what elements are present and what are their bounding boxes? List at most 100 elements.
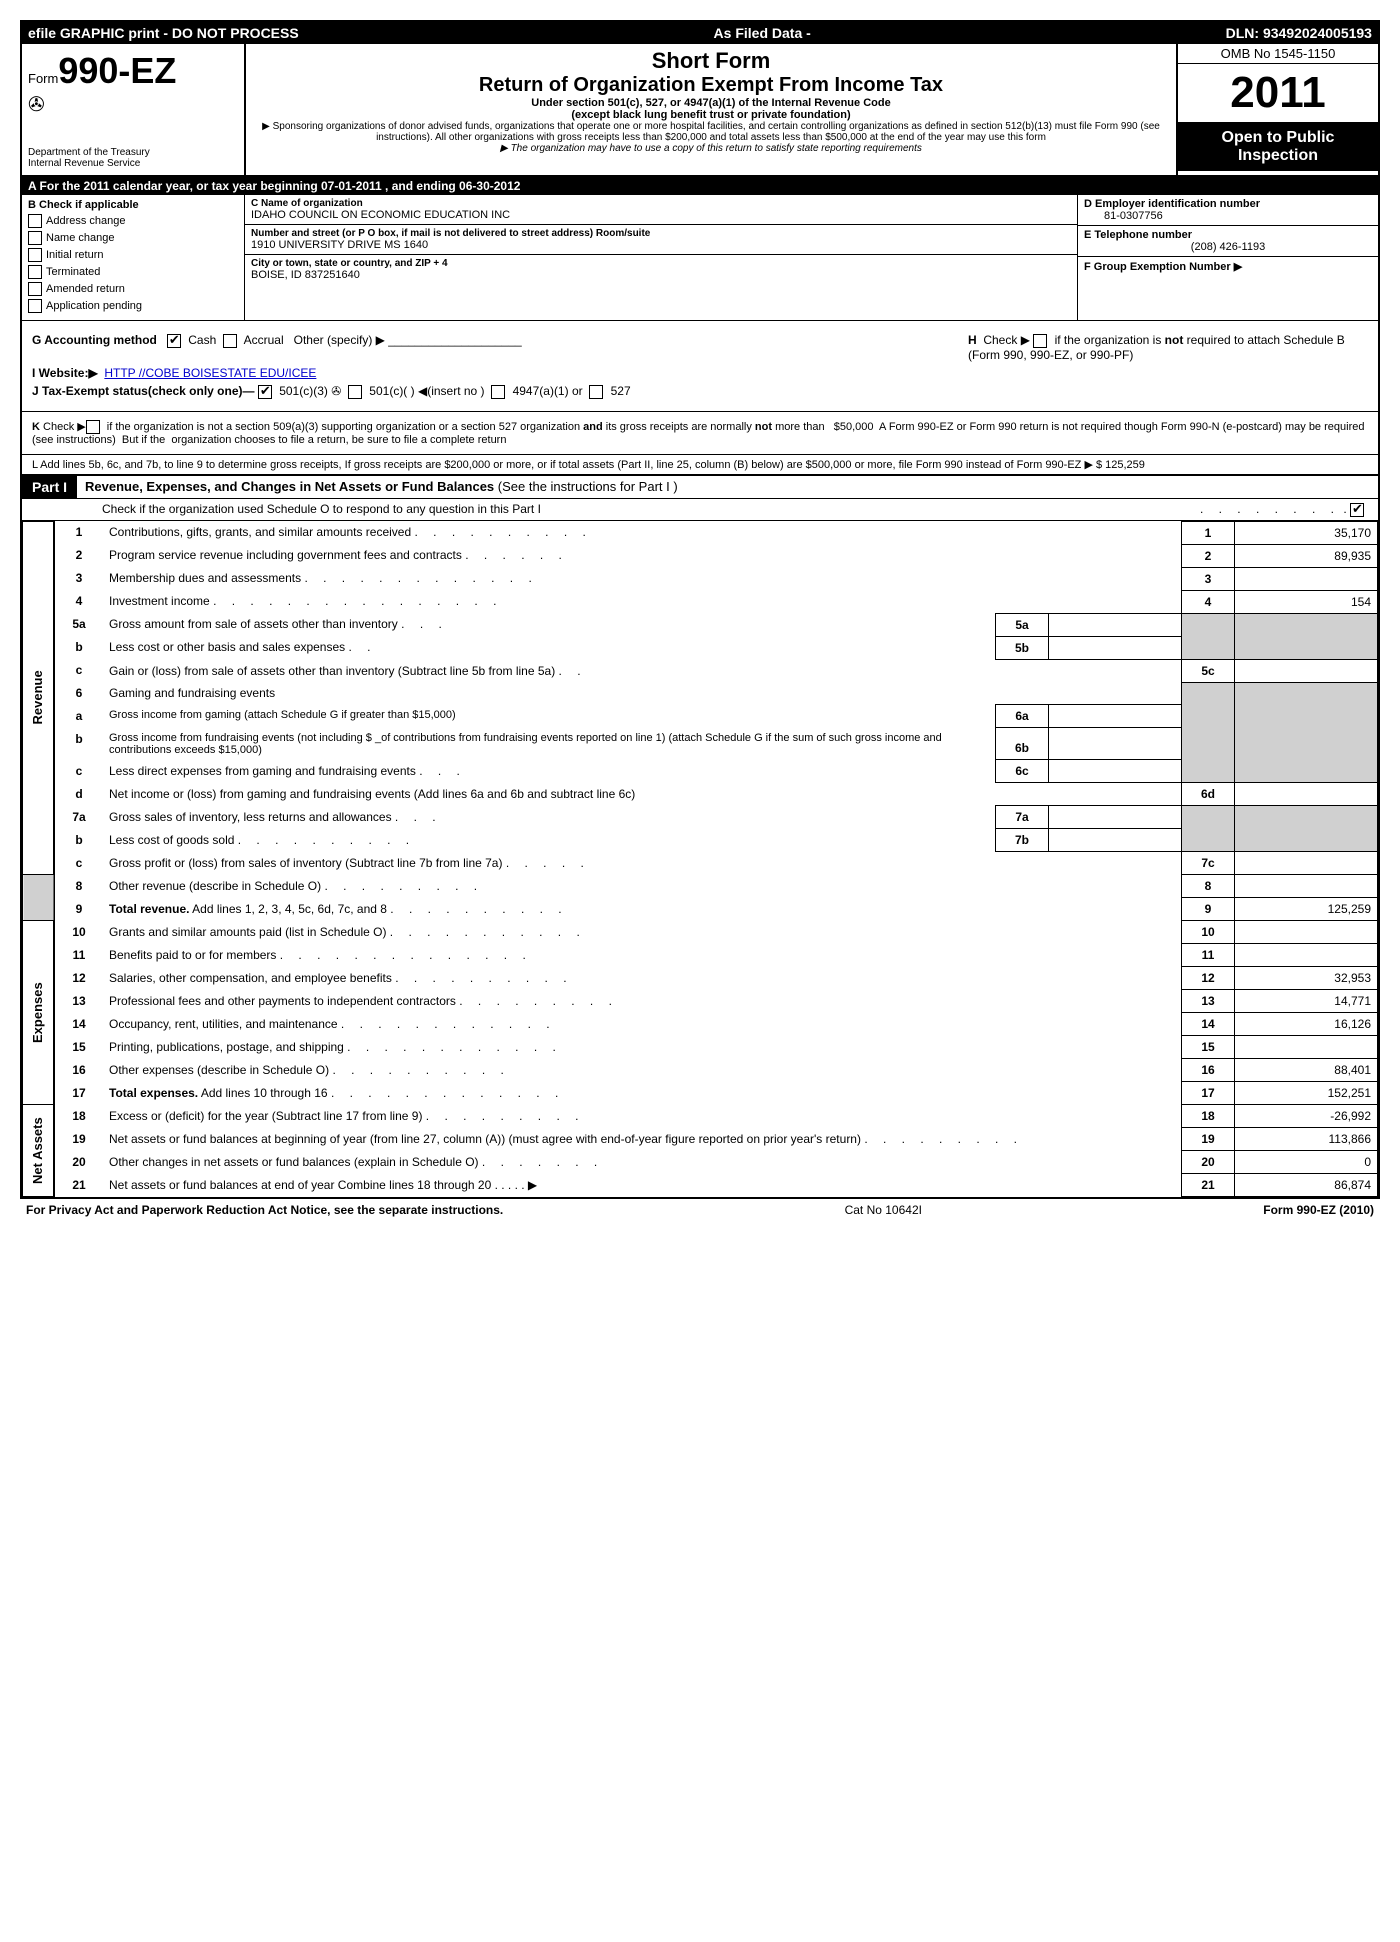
dept-treasury: Department of the Treasury — [28, 147, 238, 158]
line-4-value: 154 — [1235, 590, 1378, 613]
fine-print-2: ▶ The organization may have to use a cop… — [254, 143, 1168, 154]
column-c: C Name of organization IDAHO COUNCIL ON … — [245, 195, 1077, 320]
line-7b-value — [1049, 829, 1182, 852]
as-filed: As Filed Data - — [714, 25, 811, 41]
line-6b-value — [1049, 728, 1182, 760]
revenue-side-label: Revenue — [23, 521, 55, 875]
website-link[interactable]: HTTP //COBE BOISESTATE EDU/ICEE — [104, 366, 316, 380]
part-1-table: Revenue 1 Contributions, gifts, grants, … — [22, 521, 1378, 1198]
line-18-value: -26,992 — [1235, 1105, 1378, 1128]
checkbox-cash[interactable] — [167, 334, 181, 348]
website-label: I Website:▶ — [32, 366, 98, 380]
org-name-label: C Name of organization — [251, 198, 1071, 209]
checkbox-terminated[interactable] — [28, 265, 42, 279]
header-right: OMB No 1545-1150 2011 Open to Public Ins… — [1176, 44, 1378, 175]
column-d-e-f: D Employer identification number 81-0307… — [1077, 195, 1378, 320]
line-1-value: 35,170 — [1235, 521, 1378, 544]
org-name: IDAHO COUNCIL ON ECONOMIC EDUCATION INC — [251, 209, 1071, 221]
addr-label: Number and street (or P O box, if mail i… — [251, 228, 1071, 239]
checkbox-initial-return[interactable] — [28, 248, 42, 262]
header: Form990-EZ ✇ Department of the Treasury … — [22, 44, 1378, 177]
form-prefix: Form — [28, 71, 58, 86]
fine-print-1: ▶ Sponsoring organizations of donor advi… — [254, 121, 1168, 143]
row-a-tax-year: A For the 2011 calendar year, or tax yea… — [22, 177, 1378, 195]
checkbox-4947[interactable] — [491, 385, 505, 399]
short-form-title: Short Form — [254, 48, 1168, 74]
header-left: Form990-EZ ✇ Department of the Treasury … — [22, 44, 246, 175]
section-b-through-f: B Check if applicable Address change Nam… — [22, 195, 1378, 321]
line-7c-value — [1235, 852, 1378, 875]
line-14-value: 16,126 — [1235, 1013, 1378, 1036]
cat-number: Cat No 10642I — [845, 1203, 922, 1217]
line-11-value — [1235, 944, 1378, 967]
phone-value: (208) 426-1193 — [1084, 241, 1372, 253]
line-9-value: 125,259 — [1235, 898, 1378, 921]
checkbox-527[interactable] — [589, 385, 603, 399]
line-8-value — [1235, 875, 1378, 898]
checkbox-name-change[interactable] — [28, 231, 42, 245]
line-5c-value — [1235, 659, 1378, 682]
checkbox-schedule-o-p1[interactable] — [1350, 503, 1364, 517]
line-6a-value — [1049, 705, 1182, 728]
checkbox-pending[interactable] — [28, 299, 42, 313]
accounting-label: G Accounting method — [32, 333, 157, 347]
line-7a-value — [1049, 806, 1182, 829]
top-bar: efile GRAPHIC print - DO NOT PROCESS As … — [22, 22, 1378, 44]
line-17-value: 152,251 — [1235, 1082, 1378, 1105]
form-number: 990-EZ — [58, 50, 176, 91]
col-b-title: B Check if applicable — [28, 199, 238, 211]
line-16-value: 88,401 — [1235, 1059, 1378, 1082]
line-2-value: 89,935 — [1235, 544, 1378, 567]
line-5b-value — [1049, 636, 1182, 659]
city-state-zip: BOISE, ID 837251640 — [251, 269, 1071, 281]
expenses-side-label: Expenses — [23, 921, 55, 1105]
section-l: L Add lines 5b, 6c, and 7b, to line 9 to… — [22, 455, 1378, 474]
line-5a-value — [1049, 613, 1182, 636]
checkbox-accrual[interactable] — [223, 334, 237, 348]
line-21-value: 86,874 — [1235, 1174, 1378, 1197]
checkbox-k[interactable] — [86, 420, 100, 434]
line-3-value — [1235, 567, 1378, 590]
inspection: Inspection — [1238, 147, 1318, 164]
checkbox-schedule-b[interactable] — [1033, 334, 1047, 348]
ein-value: 81-0307756 — [1084, 210, 1372, 222]
line-19-value: 113,866 — [1235, 1128, 1378, 1151]
main-title: Return of Organization Exempt From Incom… — [254, 74, 1168, 97]
page-footer: For Privacy Act and Paperwork Reduction … — [20, 1199, 1380, 1221]
ein-label: D Employer identification number — [1084, 198, 1372, 210]
form-990ez: efile GRAPHIC print - DO NOT PROCESS As … — [20, 20, 1380, 1199]
privacy-notice: For Privacy Act and Paperwork Reduction … — [26, 1203, 503, 1217]
irs: Internal Revenue Service — [28, 158, 238, 169]
group-exemption-label: F Group Exemption Number ▶ — [1084, 260, 1372, 273]
section-k: K Check ▶ if the organization is not a s… — [22, 412, 1378, 455]
line-12-value: 32,953 — [1235, 967, 1378, 990]
part-1-label: Part I — [22, 476, 77, 498]
omb-number: OMB No 1545-1150 — [1178, 44, 1378, 64]
city-label: City or town, state or country, and ZIP … — [251, 258, 1071, 269]
checkbox-501c[interactable] — [348, 385, 362, 399]
part-1-header: Part I Revenue, Expenses, and Changes in… — [22, 474, 1378, 499]
line-10-value — [1235, 921, 1378, 944]
dln: DLN: 93492024005193 — [1226, 25, 1372, 41]
line-6d-value — [1235, 783, 1378, 806]
line-15-value — [1235, 1036, 1378, 1059]
efile-notice: efile GRAPHIC print - DO NOT PROCESS — [28, 25, 299, 41]
subtitle-1: Under section 501(c), 527, or 4947(a)(1)… — [254, 97, 1168, 109]
tax-exempt-label: J Tax-Exempt status(check only one)— — [32, 384, 255, 398]
phone-label: E Telephone number — [1084, 229, 1372, 241]
tax-year: 2011 — [1178, 64, 1378, 123]
header-center: Short Form Return of Organization Exempt… — [246, 44, 1176, 175]
checkbox-amended[interactable] — [28, 282, 42, 296]
checkbox-address-change[interactable] — [28, 214, 42, 228]
line-13-value: 14,771 — [1235, 990, 1378, 1013]
middle-block: G Accounting method Cash Accrual Other (… — [22, 321, 1378, 412]
subtitle-2: (except black lung benefit trust or priv… — [254, 109, 1168, 121]
line-20-value: 0 — [1235, 1151, 1378, 1174]
net-assets-side-label: Net Assets — [23, 1105, 55, 1197]
schedule-o-check-row: Check if the organization used Schedule … — [22, 499, 1378, 521]
column-b: B Check if applicable Address change Nam… — [22, 195, 245, 320]
line-6c-value — [1049, 760, 1182, 783]
street-address: 1910 UNIVERSITY DRIVE MS 1640 — [251, 239, 1071, 251]
open-public: Open to Public — [1222, 129, 1335, 146]
checkbox-501c3[interactable] — [258, 385, 272, 399]
